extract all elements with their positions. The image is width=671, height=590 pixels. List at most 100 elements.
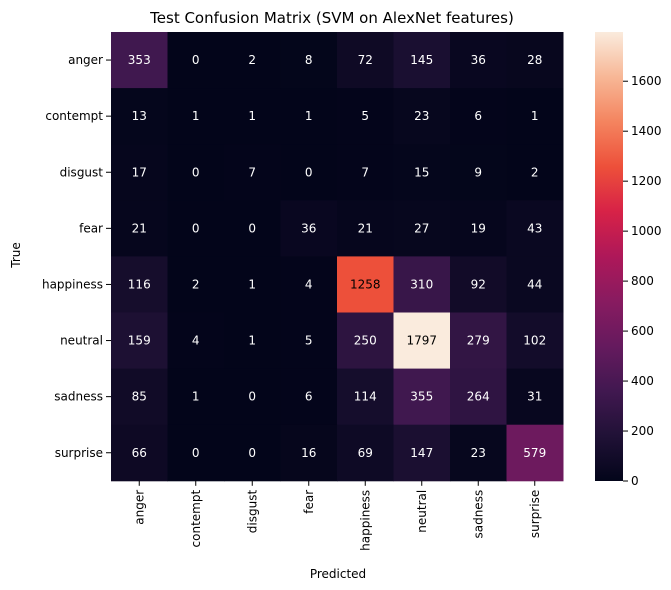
heatmap-cell bbox=[167, 200, 225, 257]
cell-value-label: 0 bbox=[248, 221, 256, 235]
cell-value-label: 147 bbox=[410, 446, 433, 460]
heatmap-cell bbox=[506, 312, 564, 370]
cell-value-label: 6 bbox=[305, 390, 313, 404]
heatmap-cell bbox=[111, 424, 168, 482]
cell-value-label: 0 bbox=[248, 446, 256, 460]
heatmap-cell bbox=[450, 424, 507, 482]
cell-value-label: 264 bbox=[467, 390, 490, 404]
cell-value-label: 2 bbox=[531, 165, 539, 179]
cell-value-label: 2 bbox=[248, 53, 256, 67]
y-tick-label: sadness bbox=[54, 390, 103, 404]
cell-value-label: 0 bbox=[192, 446, 200, 460]
cell-value-label: 85 bbox=[132, 390, 147, 404]
heatmap-cell bbox=[167, 88, 225, 145]
heatmap-cell bbox=[224, 424, 281, 482]
cell-value-label: 28 bbox=[527, 53, 542, 67]
y-tick-label: anger bbox=[68, 53, 103, 67]
cell-value-label: 66 bbox=[132, 446, 147, 460]
heatmap-cell bbox=[167, 312, 225, 370]
heatmap-cell bbox=[337, 88, 394, 145]
colorbar: 0 200 400 600 800 1000 1200 1400 1600 bbox=[595, 32, 662, 488]
y-tick-label: disgust bbox=[60, 165, 104, 179]
colorbar-tick-label: 1000 bbox=[631, 224, 662, 238]
cell-value-label: 279 bbox=[467, 334, 490, 348]
heatmap-cell bbox=[506, 144, 564, 201]
heatmap-cell bbox=[506, 256, 564, 313]
heatmap-cell bbox=[167, 144, 225, 201]
heatmap-cell bbox=[337, 368, 394, 426]
cell-value-label: 1258 bbox=[350, 277, 381, 291]
heatmap-cell bbox=[393, 88, 451, 145]
heatmap-cell bbox=[111, 312, 168, 370]
cell-value-label: 1 bbox=[248, 109, 256, 123]
heatmap-cell bbox=[111, 88, 168, 145]
heatmap-cell bbox=[506, 32, 564, 89]
heatmap-cell bbox=[506, 200, 564, 257]
heatmap-cell bbox=[224, 144, 281, 201]
heatmap-cell bbox=[337, 32, 394, 89]
cell-value-label: 145 bbox=[410, 53, 433, 67]
x-tick-label: anger bbox=[132, 490, 146, 525]
heatmap-cell bbox=[450, 312, 507, 370]
cell-value-label: 0 bbox=[192, 221, 200, 235]
y-tick-label: fear bbox=[79, 221, 103, 235]
heatmap-cell bbox=[506, 368, 564, 426]
cell-value-label: 92 bbox=[471, 277, 486, 291]
y-tick-label: contempt bbox=[45, 109, 103, 123]
heatmap-cell bbox=[393, 144, 451, 201]
colorbar-tick-label: 600 bbox=[631, 324, 654, 338]
heatmap-cell bbox=[337, 256, 394, 313]
cell-value-label: 1 bbox=[248, 334, 256, 348]
cell-value-label: 17 bbox=[132, 165, 147, 179]
heatmap-cell bbox=[224, 32, 281, 89]
colorbar-tick-label: 1400 bbox=[631, 124, 662, 138]
y-axis-label: True bbox=[9, 242, 23, 269]
cell-value-label: 69 bbox=[358, 446, 373, 460]
cell-value-label: 0 bbox=[305, 165, 313, 179]
x-tick-label: sadness bbox=[471, 490, 485, 539]
cell-value-label: 36 bbox=[301, 221, 316, 235]
y-tick-label: happiness bbox=[42, 277, 103, 291]
heatmap-cell bbox=[337, 144, 394, 201]
colorbar-tick-label: 0 bbox=[631, 474, 639, 488]
cell-value-label: 8 bbox=[305, 53, 313, 67]
y-tick-label: surprise bbox=[55, 446, 103, 460]
cell-value-label: 44 bbox=[527, 277, 542, 291]
cell-value-label: 579 bbox=[523, 446, 546, 460]
heatmap-cell bbox=[167, 256, 225, 313]
cell-value-label: 5 bbox=[305, 334, 313, 348]
heatmap-cell bbox=[506, 88, 564, 145]
heatmap-cell bbox=[450, 144, 507, 201]
cell-value-label: 43 bbox=[527, 221, 542, 235]
x-tick-label: surprise bbox=[528, 490, 542, 538]
cell-value-label: 23 bbox=[414, 109, 429, 123]
x-tick-label: contempt bbox=[189, 490, 203, 548]
cell-value-label: 0 bbox=[192, 53, 200, 67]
cell-value-label: 1 bbox=[248, 277, 256, 291]
heatmap-cell bbox=[280, 88, 338, 145]
heatmap-cell bbox=[224, 312, 281, 370]
cell-value-label: 36 bbox=[471, 53, 486, 67]
y-tick-label: neutral bbox=[60, 334, 103, 348]
heatmap-cell bbox=[393, 32, 451, 89]
x-tick-labels: anger contempt disgust fear happiness neutral… bbox=[132, 480, 542, 551]
x-tick-label: fear bbox=[302, 490, 316, 514]
cell-value-label: 9 bbox=[474, 165, 482, 179]
cell-value-label: 4 bbox=[192, 334, 200, 348]
cell-value-label: 353 bbox=[128, 53, 151, 67]
cell-value-label: 114 bbox=[354, 390, 377, 404]
heatmap-cell bbox=[393, 256, 451, 313]
heatmap-cell bbox=[280, 200, 338, 257]
cell-value-label: 250 bbox=[354, 334, 377, 348]
cell-value-label: 355 bbox=[410, 390, 433, 404]
colorbar-tick-label: 1600 bbox=[631, 74, 662, 88]
heatmap-cell bbox=[450, 368, 507, 426]
cell-value-label: 0 bbox=[248, 390, 256, 404]
cell-value-label: 72 bbox=[358, 53, 373, 67]
heatmap-cell bbox=[506, 424, 564, 482]
heatmap-cell bbox=[280, 368, 338, 426]
cell-value-label: 7 bbox=[361, 165, 369, 179]
chart-title: Test Confusion Matrix (SVM on AlexNet fe… bbox=[149, 9, 514, 27]
